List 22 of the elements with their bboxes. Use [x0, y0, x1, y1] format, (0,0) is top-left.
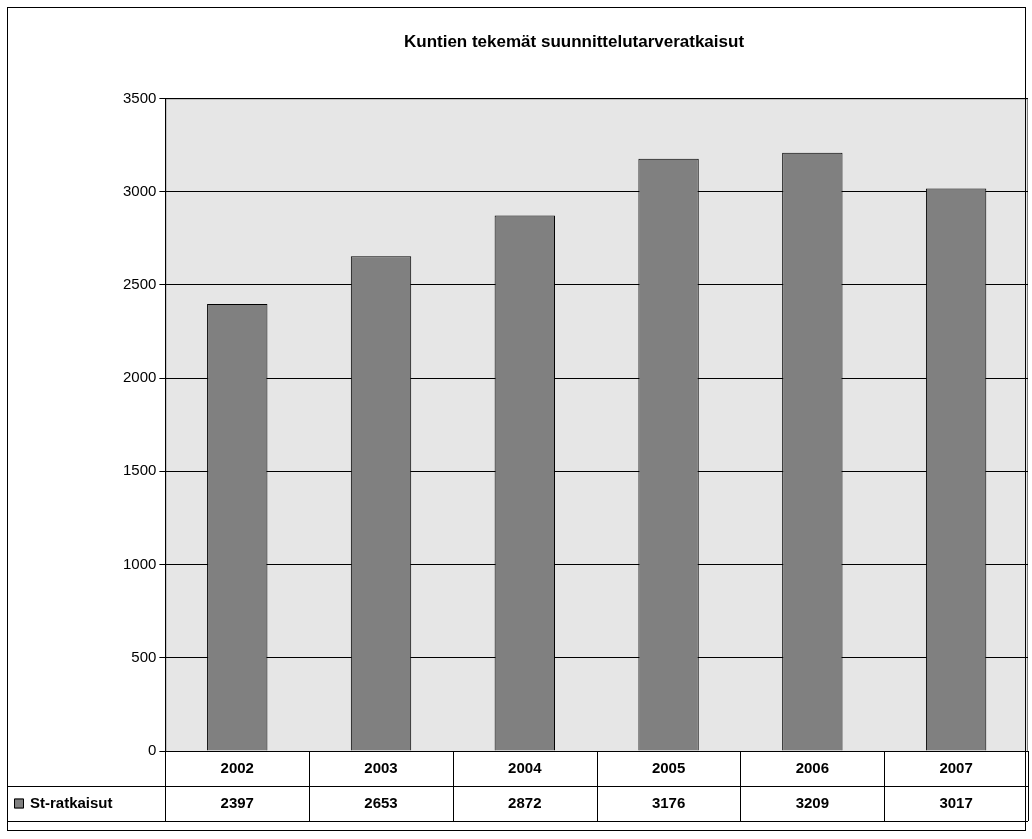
y-tick-label: 500 — [131, 647, 157, 665]
data-label: 2872 — [508, 793, 542, 811]
y-tick-label: 2500 — [122, 275, 157, 292]
data-label: 3209 — [795, 793, 830, 811]
x-tick-label: 2003 — [364, 758, 398, 776]
x-tick-label: 2005 — [651, 758, 686, 776]
y-tick-label: 1000 — [122, 554, 157, 572]
y-tick-label: 0 — [148, 741, 157, 759]
legend-label: St-ratkaisut — [30, 793, 113, 811]
data-label: 3176 — [651, 793, 686, 811]
x-tick-label: 2004 — [508, 758, 543, 776]
x-tick-label: 2007 — [939, 758, 973, 776]
x-tick-label: 2002 — [220, 758, 254, 776]
data-label: 3017 — [939, 793, 973, 811]
y-tick-label: 1500 — [122, 461, 157, 479]
y-tick-label: 2000 — [122, 368, 157, 386]
x-tick-label: 2006 — [795, 758, 830, 776]
data-label: 2653 — [364, 793, 398, 811]
data-label: 2397 — [220, 793, 254, 811]
y-tick-label: 3500 — [122, 88, 157, 106]
y-tick-label: 3000 — [122, 181, 157, 199]
chart-title: Kuntien tekemät suunnittelutarveratkaisut — [403, 31, 745, 51]
